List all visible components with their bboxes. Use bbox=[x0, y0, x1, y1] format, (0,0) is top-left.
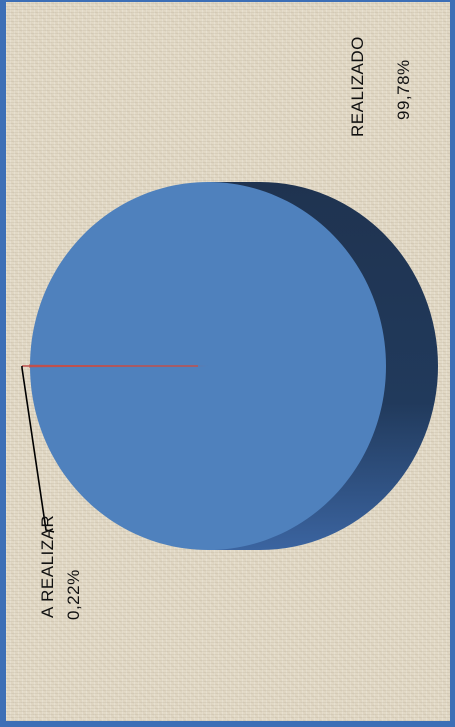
leader-line bbox=[21, 366, 55, 533]
pie-top bbox=[22, 181, 387, 550]
slice-value-a-realizar: 0,22% bbox=[64, 569, 83, 620]
slice-value-realizado: 99,78% bbox=[394, 59, 413, 120]
pie-slice-realizado bbox=[30, 181, 387, 550]
leader-line-a-realizar bbox=[21, 366, 55, 533]
slice-label-a-realizar: A REALIZAR bbox=[38, 514, 57, 618]
slice-label-realizado: REALIZADO bbox=[348, 36, 367, 137]
